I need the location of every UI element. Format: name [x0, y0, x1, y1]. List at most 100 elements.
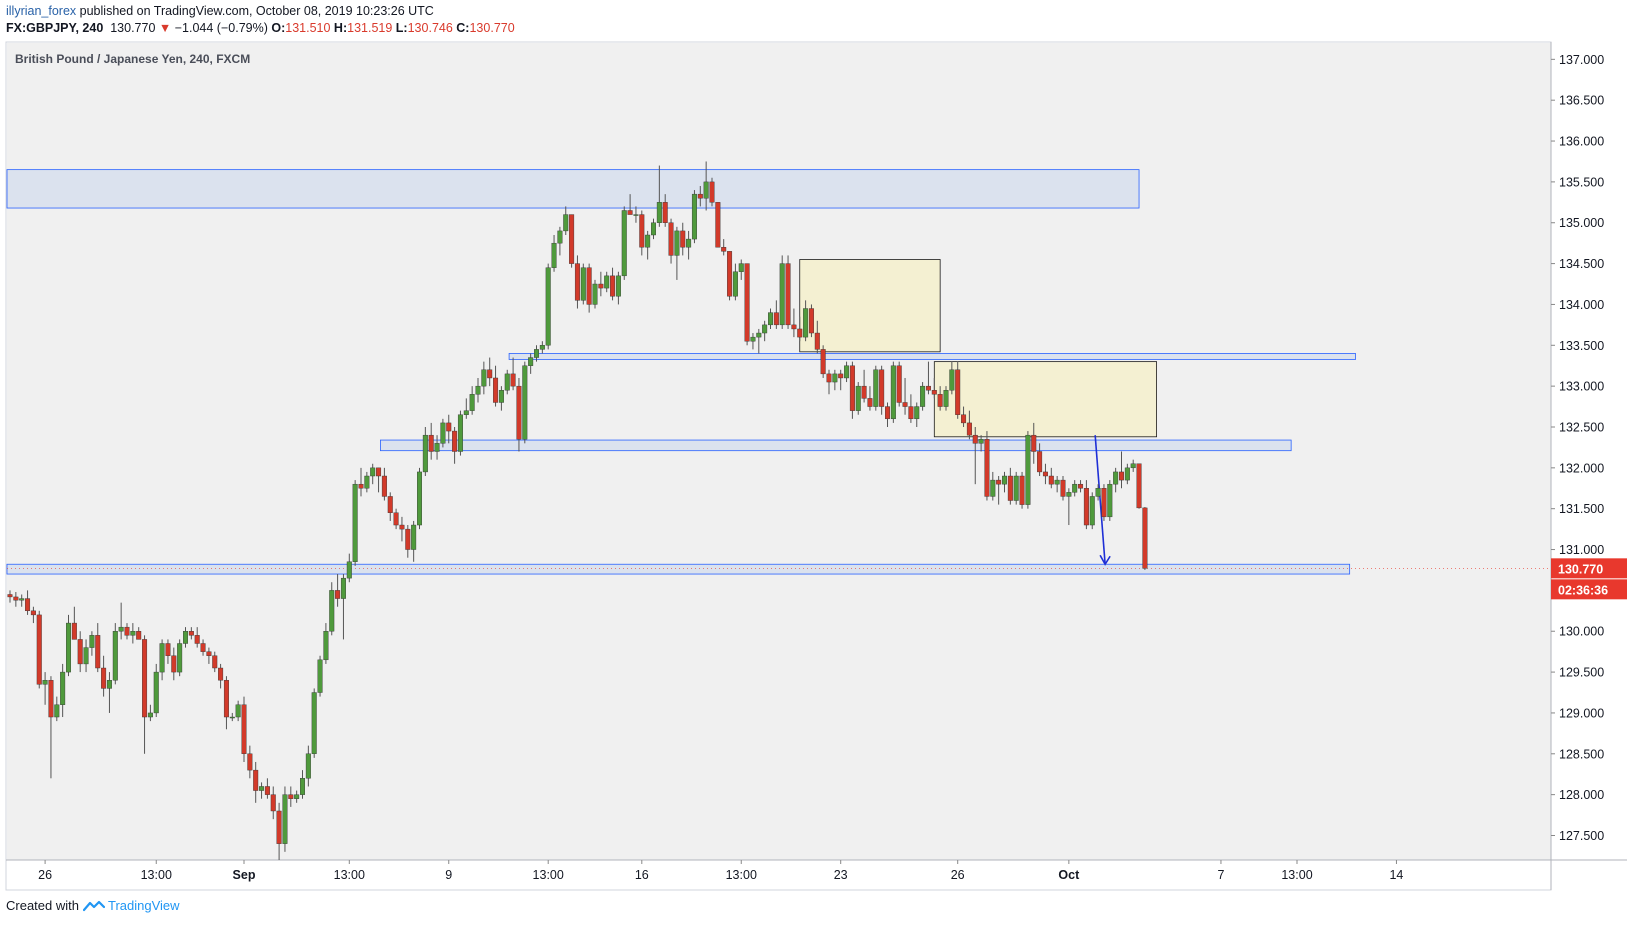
time-axis[interactable]: 26 13:00 Sep 13:00 9 13:00 16 13:00 23 26 Oct 7 13:0…: [38, 860, 1403, 882]
candle-up: [60, 671, 66, 705]
candle: [200, 639, 206, 656]
candle-down: [1136, 463, 1142, 509]
candle-up: [329, 590, 335, 632]
price-tick-label: 133.500: [1559, 339, 1604, 353]
candle: [1066, 488, 1072, 526]
candle-down: [808, 308, 814, 334]
candle: [241, 696, 247, 762]
candle-up: [1130, 463, 1136, 469]
candle-down: [7, 594, 13, 598]
candle: [885, 402, 891, 427]
candle: [393, 508, 399, 530]
candle-up: [604, 275, 610, 289]
candle: [177, 639, 183, 677]
candle-up: [738, 263, 744, 272]
candle-down: [709, 181, 715, 203]
candle-down: [610, 275, 616, 297]
time-tick-label: 26: [38, 868, 52, 882]
candle: [820, 345, 826, 378]
candle-down: [1060, 479, 1066, 497]
candle: [25, 590, 31, 615]
candle-up: [106, 680, 112, 689]
candle: [931, 377, 937, 399]
price-tick-label: 130.000: [1559, 625, 1604, 639]
price-tick-label: 129.000: [1559, 706, 1604, 720]
time-tick-label: 13:00: [1281, 868, 1312, 882]
time-tick-label: 13:00: [533, 868, 564, 882]
candle-down: [1048, 475, 1054, 485]
candle: [1107, 480, 1113, 521]
candle-up: [914, 406, 920, 420]
candle-up: [686, 238, 692, 248]
candle: [516, 377, 522, 452]
resistance-zone-top: [6, 169, 1140, 209]
candle-up: [317, 659, 323, 693]
candle: [270, 786, 276, 820]
candle: [381, 467, 387, 501]
publish-info: illyrian_forex published on TradingView.…: [6, 4, 434, 18]
candle: [399, 516, 405, 542]
author-link[interactable]: illyrian_forex: [6, 4, 77, 18]
candle: [1101, 484, 1107, 521]
created-with-label: Created with: [6, 898, 79, 913]
tradingview-link[interactable]: TradingView: [82, 898, 180, 913]
candle: [36, 610, 42, 689]
candle: [376, 467, 382, 493]
candle: [71, 606, 77, 640]
candle-up: [990, 479, 996, 497]
candle: [147, 704, 153, 722]
time-tick-label: 13:00: [141, 868, 172, 882]
candle: [563, 206, 569, 235]
price-tick-label: 136.500: [1559, 94, 1604, 108]
candle: [861, 369, 867, 403]
candle: [311, 688, 317, 758]
price-tick-label: 132.500: [1559, 420, 1604, 434]
candle-up: [1107, 483, 1113, 518]
candle: [674, 226, 680, 280]
candle: [727, 251, 733, 301]
change-value: −1.044 (−0.79%): [174, 21, 268, 35]
candle-up: [346, 561, 352, 579]
plot-area: [7, 43, 1551, 860]
candle: [136, 627, 142, 640]
candle: [440, 418, 446, 448]
candle-up: [282, 794, 288, 844]
candle-up: [311, 692, 317, 754]
candle: [463, 398, 469, 419]
candle: [610, 267, 616, 301]
candle: [996, 476, 1002, 505]
candle: [1078, 480, 1084, 493]
candle: [19, 594, 25, 607]
price-tick-label: 133.000: [1559, 380, 1604, 394]
candle-up: [545, 267, 551, 346]
candle-down: [996, 479, 1002, 485]
candle-up: [364, 475, 370, 489]
candle-up: [469, 394, 475, 411]
candle-down: [452, 430, 458, 452]
candle-down: [487, 369, 493, 379]
candle: [13, 592, 19, 607]
candle-down: [639, 214, 645, 248]
candle-down: [358, 483, 364, 489]
candle-down: [493, 377, 499, 403]
candle-down: [13, 596, 19, 601]
time-tick-label: Oct: [1058, 868, 1080, 882]
candle: [7, 590, 13, 603]
candle: [627, 194, 633, 215]
candle: [294, 790, 300, 803]
price-tick-label: 134.000: [1559, 298, 1604, 312]
candle-down: [1101, 488, 1107, 518]
candle-up: [229, 716, 235, 719]
candle-up: [949, 369, 955, 391]
countdown-label: 02:36:36: [1558, 583, 1608, 597]
candle-up: [481, 369, 487, 387]
candle: [276, 802, 282, 860]
candle-up: [873, 369, 879, 407]
candle: [165, 639, 171, 664]
symbol-label: FX:GBPJPY, 240: [6, 21, 104, 35]
candle: [604, 271, 610, 293]
candle: [680, 222, 686, 256]
price-axis[interactable]: 137.000 136.500 136.000 135.500 135.000 134.5…: [1551, 53, 1627, 843]
candle-up: [1095, 488, 1101, 497]
